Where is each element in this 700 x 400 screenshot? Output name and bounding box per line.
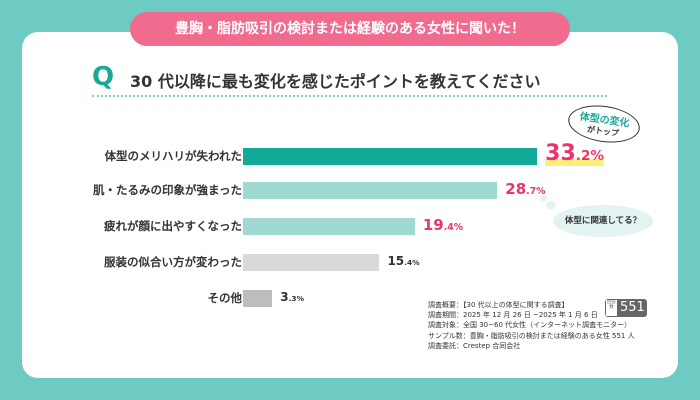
value-label: 33.2% [545,141,605,166]
category-label: 肌・たるみの印象が強まった [92,183,242,197]
respondent-badge: 回答数 551 [605,299,647,317]
category-label: その他 [207,291,243,305]
callout-related: 体型に関連してる？ [553,205,653,237]
category-label: 服装の似合い方が変わった [104,255,242,269]
q-mark: Q [92,62,115,92]
bubble-dot [540,195,547,202]
category-label: 体型のメリハリが失われた [104,149,242,163]
bar [243,218,415,235]
value-label: 3.3% [280,290,305,304]
card [22,32,678,378]
badge-value: 551 [620,300,645,315]
bubble-dot [546,201,556,210]
bar [243,254,380,271]
category-label: 疲れが顔に出やすくなった [104,219,242,233]
note: 調査期間：2025 年 12 月 26 日 ~2025 年 1 月 6 日 [428,311,598,320]
note: 調査対象：全国 30~60 代女性（インターネット調査モニター） [428,321,632,330]
value-label: 15.4% [387,254,420,268]
question-title: 30 代以降に最も変化を感じたポイントを教えてください [130,72,541,91]
banner: 豊胸・脂肪吸引の検討または経験のある女性に聞いた！ [130,12,570,46]
note: 調査概要：【30 代以上の体型に関する調査】 [428,301,569,309]
divider [92,95,607,97]
bar [243,182,498,199]
note: 調査委託：Crestep 合同会社 [428,341,521,350]
value-label: 19.4% [422,216,464,234]
bar [243,148,538,165]
badge-label: 回答数 [606,300,617,316]
survey-notes: 調査概要：【30 代以上の体型に関する調査】 調査期間：2025 年 12 月 … [428,300,635,351]
bar [243,290,273,307]
value-label: 28.7% [505,180,546,198]
note: サンプル数：豊胸・脂肪吸引の検討または経験のある女性 551 人 [428,331,635,340]
